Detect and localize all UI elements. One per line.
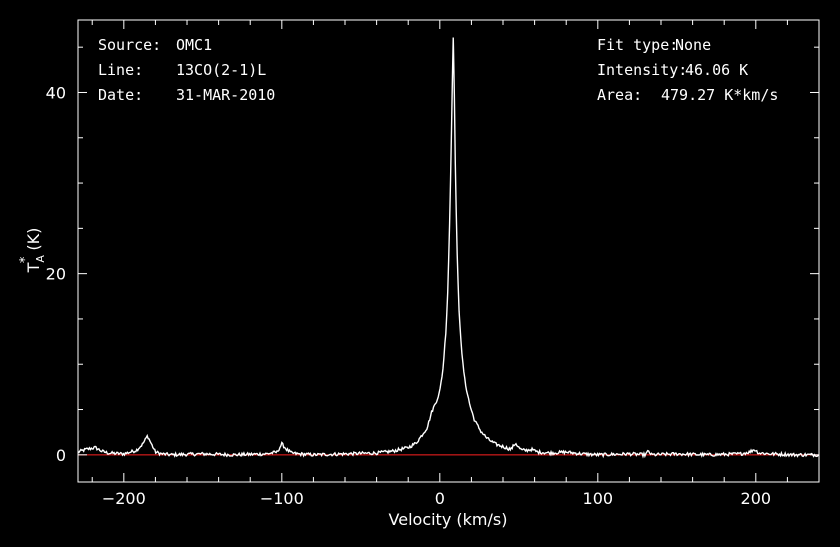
date-label: Date:: [98, 86, 143, 104]
intensity-label: Intensity:: [597, 61, 687, 79]
line-value: 13CO(2-1)L: [176, 61, 266, 79]
y-axis-ticks: 0 20 40: [46, 46, 819, 465]
y-axis-label-sub: A: [34, 255, 47, 263]
x-axis-ticks: −200 −100 0 100 200: [91, 20, 820, 508]
y-axis-label-sup: *: [18, 256, 33, 263]
area-label: Area:: [597, 86, 642, 104]
y-tick-label: 40: [46, 83, 66, 102]
fit-type-value: None: [675, 36, 711, 54]
y-axis-label-unit: (K): [24, 228, 43, 251]
series-layer: [77, 37, 819, 459]
y-tick-label: 0: [56, 446, 66, 465]
area-value: 479.27 K*km/s: [661, 86, 778, 104]
spectrum-line: [77, 37, 819, 459]
y-axis-label-main: T: [24, 262, 43, 273]
date-value: 31-MAR-2010: [176, 86, 275, 104]
svg-text:TA*(K): TA* (K): [18, 228, 47, 274]
line-label: Line:: [98, 61, 143, 79]
intensity-value: 46.06 K: [685, 61, 748, 79]
x-tick-label: 0: [435, 489, 445, 508]
plot-frame: [77, 19, 820, 483]
source-label: Source:: [98, 36, 161, 54]
x-tick-label: 100: [583, 489, 614, 508]
x-tick-label: −100: [260, 489, 304, 508]
y-axis-label: TA* (K): [18, 228, 47, 274]
fit-type-label: Fit type:: [597, 36, 678, 54]
y-tick-label: 20: [46, 265, 66, 284]
x-axis-label: Velocity (km/s): [389, 510, 508, 529]
x-tick-label: −200: [102, 489, 146, 508]
source-value: OMC1: [176, 36, 212, 54]
x-tick-label: 200: [741, 489, 772, 508]
